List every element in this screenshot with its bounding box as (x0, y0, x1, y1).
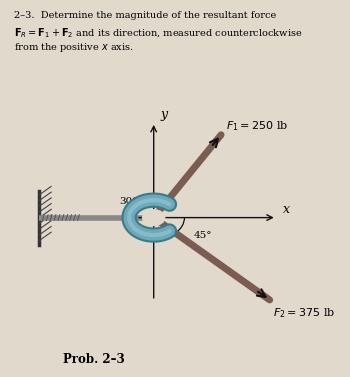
Text: x: x (282, 204, 289, 216)
Text: $F_1 = 250$ lb: $F_1 = 250$ lb (226, 119, 288, 133)
Text: Prob. 2–3: Prob. 2–3 (63, 353, 125, 366)
Text: $\mathbf{F}_R = \mathbf{F}_1 + \mathbf{F}_2$ and its direction, measured counter: $\mathbf{F}_R = \mathbf{F}_1 + \mathbf{F… (14, 26, 302, 40)
Text: from the positive $x$ axis.: from the positive $x$ axis. (14, 41, 134, 54)
Text: y: y (161, 108, 168, 121)
Text: 2–3.  Determine the magnitude of the resultant force: 2–3. Determine the magnitude of the resu… (14, 11, 276, 20)
Circle shape (142, 210, 165, 225)
Text: $F_2 = 375$ lb: $F_2 = 375$ lb (273, 306, 335, 320)
Text: 45°: 45° (194, 231, 212, 239)
Text: 30°: 30° (120, 197, 138, 206)
